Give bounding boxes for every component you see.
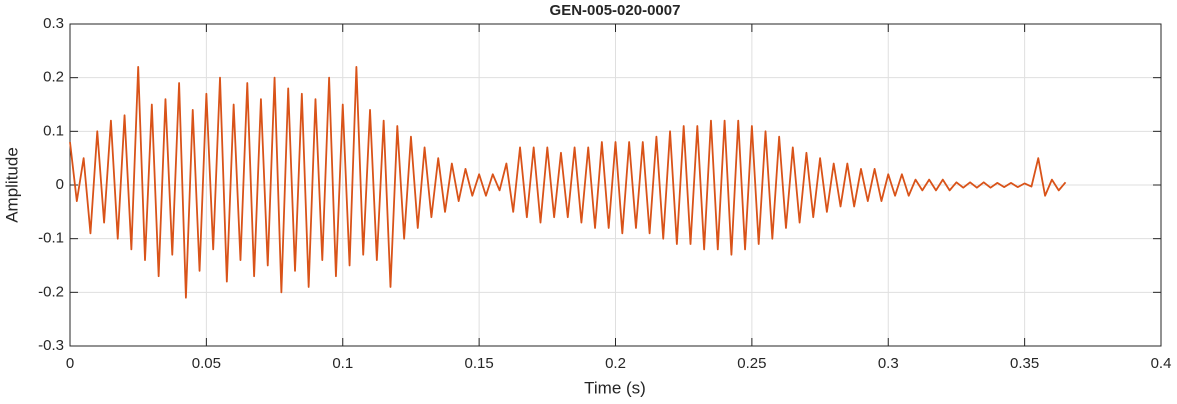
x-axis-label: Time (s) xyxy=(584,378,646,397)
y-tick-label: 0.2 xyxy=(43,69,64,86)
signal-line xyxy=(69,66,1067,299)
y-tick-label: -0.2 xyxy=(38,283,64,300)
x-tick-label: 0.1 xyxy=(332,355,353,372)
chart-title: GEN-005-020-0007 xyxy=(550,2,681,19)
y-tick-label: -0.3 xyxy=(38,337,64,354)
y-tick-label: 0 xyxy=(56,176,64,193)
x-tick-label: 0.05 xyxy=(192,355,221,372)
x-tick-label: 0.25 xyxy=(737,355,766,372)
x-tick-label: 0.15 xyxy=(465,355,494,372)
y-axis-label: Amplitude xyxy=(2,147,21,223)
x-tick-label: 0.2 xyxy=(605,355,626,372)
plot-frame xyxy=(69,23,1162,347)
x-tick-label: 0.35 xyxy=(1010,355,1039,372)
x-tick-label: 0.3 xyxy=(878,355,899,372)
y-tick-label: 0.1 xyxy=(43,122,64,139)
x-tick-label: 0.4 xyxy=(1151,355,1172,372)
y-tick-label: 0.3 xyxy=(43,15,64,32)
y-tick-label: -0.1 xyxy=(38,230,64,247)
x-tick-label: 0 xyxy=(66,355,74,372)
